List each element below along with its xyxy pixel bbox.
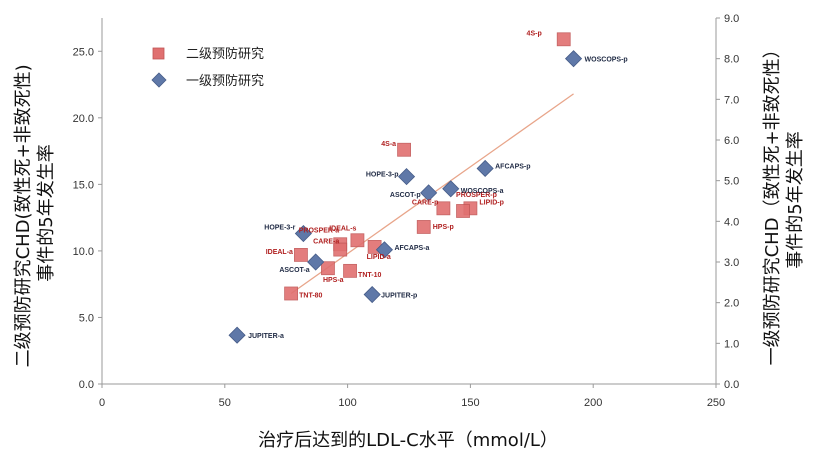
y-right-tick-label: 4.0 (724, 216, 739, 228)
x-tick-label: 0 (99, 397, 105, 409)
y-right-tick-label: 7.0 (724, 94, 739, 106)
point-label-jupiter-p: JUPITER-p (381, 293, 417, 300)
y-left-tick-label: 15.0 (73, 179, 94, 191)
point-label-hope-3-r: HOPE-3-r (264, 225, 295, 232)
point-secondary-prosper-p (456, 204, 470, 218)
point-label-hps-a: HPS-a (323, 277, 344, 284)
point-label-4s-a: 4S-a (381, 141, 396, 148)
point-secondary-hps-a (321, 261, 335, 276)
point-label-care-p: CARE-p (412, 199, 438, 206)
point-label-hope-3-p: HOPE-3-p (366, 172, 399, 179)
y-right-tick-label: 2.0 (724, 298, 739, 310)
point-label-jupiter-a: JUPITER-a (248, 333, 284, 340)
y-right-tick-label: 1.0 (724, 338, 739, 350)
y-axis-left-title: 二级预防研究CHD(致性死+非致死性) 事件的5年发生率 (13, 59, 57, 368)
y-left-tick-label: 10.0 (73, 246, 94, 258)
point-secondary-hps-p (416, 220, 431, 234)
point-label-lipid-p: LIPID-p (479, 199, 504, 206)
y-axis-right-title-line1: 一级预防研究CHD（致性死+非致死性） (762, 40, 783, 365)
y-right-tick-label: 9.0 (724, 13, 739, 25)
x-tick-label: 100 (338, 397, 356, 409)
x-tick-label: 150 (461, 397, 479, 409)
x-axis-title: 治疗后达到的LDL-C水平（mmol/L） (258, 430, 558, 451)
y-left-tick-label: 20.0 (73, 113, 94, 125)
point-secondary-tnt-80 (284, 286, 299, 301)
y-axis-left-title-line2: 事件的5年发生率 (36, 144, 57, 281)
point-label-lipid-a: LIPID-a (367, 254, 391, 261)
legend-label-primary: 一级预防研究 (186, 73, 264, 89)
point-primary-hope-3-p (397, 168, 416, 186)
y-left-tick-label: 25.0 (73, 46, 94, 58)
x-tick-label: 200 (584, 397, 602, 409)
point-label-woscops-p: WOSCOPS-p (585, 57, 628, 64)
y-axis-right-title-line2: 事件的5年发生率 (785, 131, 806, 268)
point-label-prosper-p: PROSPER-p (456, 192, 497, 199)
legend-label-secondary: 二级预防研究 (186, 46, 264, 62)
y-right-tick-label: 6.0 (724, 135, 739, 147)
point-primary-afcaps-p (476, 159, 494, 178)
point-secondary-ideal-s (350, 233, 365, 248)
y-left-tick-label: 0.0 (79, 379, 94, 391)
point-label-4s-p: 4S-p (527, 30, 542, 37)
point-label-afcaps-p: AFCAPS-p (495, 163, 530, 170)
point-secondary-tnt-10 (343, 263, 357, 278)
point-secondary-4s-a (397, 142, 411, 157)
y-right-tick-label: 0.0 (724, 379, 739, 391)
legend-marker-primary-diamond (151, 72, 167, 88)
y-left-tick-label: 5.0 (79, 312, 94, 324)
point-label-ascot-p: ASCOT-p (390, 192, 421, 199)
y-axis-right-title: 一级预防研究CHD（致性死+非致死性） 事件的5年发生率 (762, 35, 806, 366)
point-secondary-care-a (333, 242, 348, 257)
point-label-woscops-a: WOSCOPS-a (461, 188, 504, 195)
point-primary-woscops-p (564, 50, 583, 68)
x-tick-label: 250 (707, 397, 725, 409)
point-label-ascot-a: ASCOT-a (279, 267, 309, 274)
y-right-tick-label: 5.0 (724, 176, 739, 188)
point-label-ideal-a: IDEAL-a (266, 249, 293, 256)
point-secondary-ideal-a (294, 248, 308, 262)
point-label-afcaps-a: AFCAPS-a (394, 245, 429, 252)
point-label-tnt-10: TNT-10 (358, 272, 381, 279)
point-label-tnt-80: TNT-80 (299, 292, 322, 299)
point-label-hps-p: HPS-p (433, 224, 454, 231)
point-primary-hope-3-r (294, 224, 312, 243)
point-label-ideal-s: IDEAL-s (329, 225, 356, 232)
point-label-care-a: CARE-a (313, 239, 339, 246)
point-primary-ascot-p (420, 184, 438, 202)
point-primary-jupiter-p (363, 285, 381, 304)
legend-marker-secondary-square (152, 47, 165, 60)
point-primary-jupiter-a (228, 326, 246, 344)
y-right-tick-label: 8.0 (724, 54, 739, 66)
point-primary-afcaps-a (375, 241, 394, 259)
y-axis-left-title-line1: 二级预防研究CHD(致性死+非致死性) (13, 64, 34, 367)
axes-layer: 0 50 100 150 200 250 0.0 5.0 10.0 15.0 20.0 25.0 0.0… (73, 13, 740, 409)
legend: 二级预防研究 一级预防研究 (151, 46, 264, 89)
points-layer (228, 32, 583, 344)
point-secondary-care-p (436, 201, 451, 216)
point-secondary-4s-p (556, 32, 571, 47)
point-label-prosper-a: PROSPER-a (299, 227, 340, 234)
y-right-tick-label: 3.0 (724, 257, 739, 269)
point-primary-ascot-a (307, 253, 325, 271)
x-tick-label: 50 (219, 397, 231, 409)
point-primary-woscops-a (442, 180, 460, 198)
